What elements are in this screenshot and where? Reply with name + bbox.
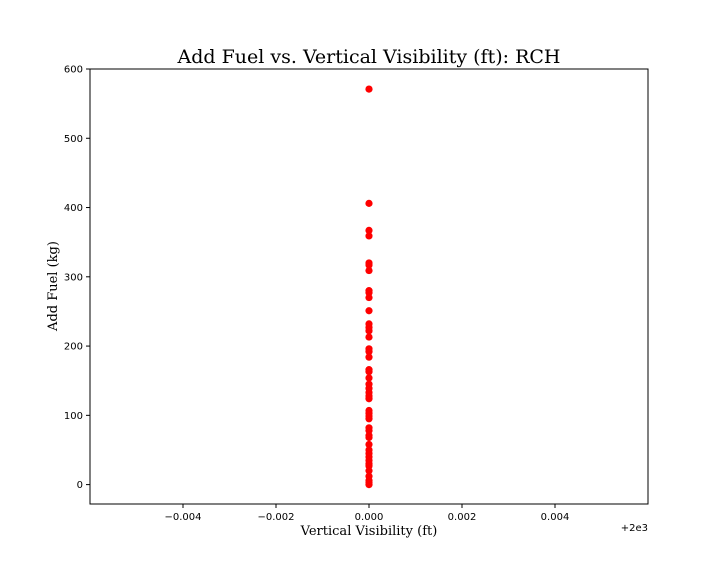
- y-tick-label: 600: [64, 65, 83, 76]
- data-point: [365, 467, 373, 475]
- data-point: [365, 226, 373, 234]
- y-axis: 0 100 200 300 400 500 600: [64, 65, 90, 491]
- data-point: [365, 266, 373, 275]
- y-tick-label: 300: [64, 272, 83, 283]
- data-point: [365, 395, 373, 403]
- y-axis-label: Add Fuel (kg): [46, 241, 61, 332]
- data-point: [365, 307, 373, 315]
- data-point: [365, 440, 373, 449]
- data-point: [365, 348, 373, 356]
- data-point: [365, 433, 373, 442]
- x-axis: −0.004 −0.002 0.000 0.002 0.004: [164, 504, 569, 523]
- data-point: [365, 293, 373, 302]
- y-tick-label: 400: [64, 203, 83, 214]
- data-point: [365, 415, 373, 423]
- data-point: [365, 333, 373, 341]
- data-points: [365, 85, 373, 489]
- data-point: [365, 368, 373, 376]
- data-point: [365, 374, 373, 382]
- data-point: [365, 261, 373, 269]
- x-tick-label: −0.002: [257, 512, 294, 523]
- x-axis-label: Vertical Visibility (ft): [300, 524, 438, 539]
- y-tick-label: 0: [77, 480, 83, 491]
- data-point: [365, 85, 373, 93]
- y-tick-label: 100: [64, 411, 83, 422]
- y-tick-label: 500: [64, 134, 83, 145]
- data-point: [365, 232, 373, 240]
- x-tick-label: 0.002: [448, 512, 477, 523]
- data-point: [365, 327, 373, 335]
- x-tick-label: −0.004: [164, 512, 201, 523]
- x-tick-label: 0.004: [541, 512, 570, 523]
- chart-title: Add Fuel vs. Vertical Visibility (ft): R…: [177, 46, 561, 68]
- y-tick-label: 200: [64, 342, 83, 353]
- data-point: [365, 481, 373, 489]
- data-point: [365, 353, 373, 361]
- data-point: [365, 199, 373, 207]
- x-tick-label: 0.000: [355, 512, 384, 523]
- x-axis-offset-label: +2e3: [621, 523, 648, 534]
